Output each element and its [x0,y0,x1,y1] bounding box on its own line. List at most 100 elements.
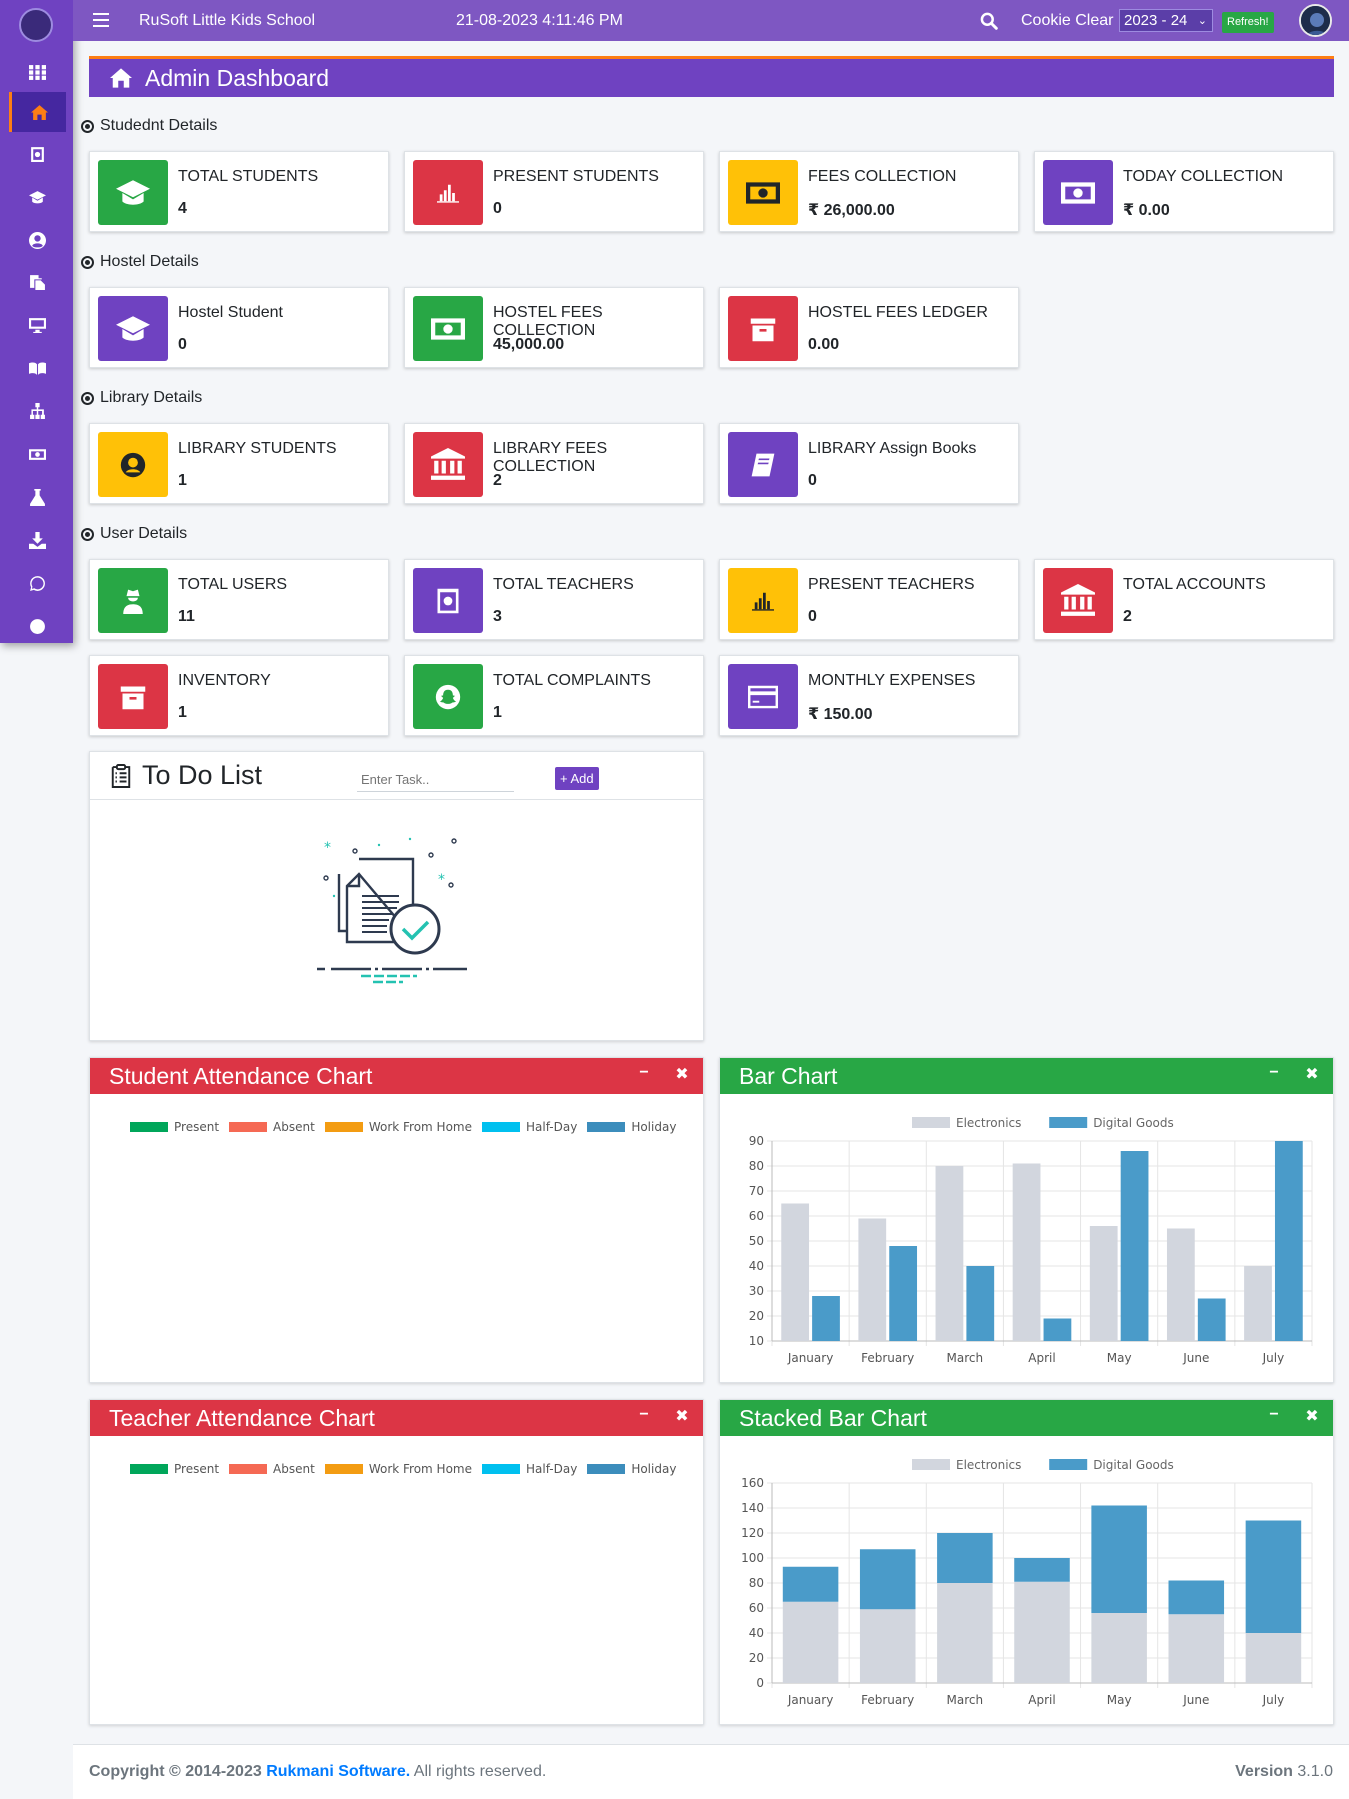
card-label: HOSTEL FEES COLLECTION [493,304,603,339]
card-total-students[interactable]: TOTAL STUDENTS 4 [89,151,389,232]
bar-chart-panel: Bar Chart − ✖ Electronics Digital Goods 10 2… [719,1057,1334,1383]
avatar[interactable] [1299,4,1332,37]
legend-item[interactable]: Holiday [587,1462,676,1476]
close-icon[interactable]: ✖ [675,1066,689,1083]
sidebar-item-dashboard[interactable] [9,52,66,92]
card-hostel-fees-ledger[interactable]: HOSTEL FEES LEDGER 0.00 [719,287,1019,368]
bar-electronics[interactable] [858,1218,887,1342]
add-task-button[interactable]: + Add [555,767,599,790]
card-monthly-expenses[interactable]: MONTHLY EXPENSES ₹ 150.00 [719,655,1019,736]
page-title: Admin Dashboard [145,64,330,91]
sidebar-item-fees[interactable] [9,434,66,474]
legend-label: Holiday [631,1462,677,1476]
dot-circle-icon [81,255,94,269]
card-hostel-fees-collection[interactable]: HOSTEL FEES COLLECTION 45,000.00 [404,287,704,368]
card-total-users[interactable]: TOTAL USERS 11 [89,559,389,640]
bar-digital-goods[interactable] [1120,1151,1149,1341]
menu-toggle-icon[interactable] [93,13,109,27]
version: Version 3.1.0 [1235,1763,1333,1781]
card-library-fees-collection[interactable]: LIBRARY FEES COLLECTION 2 [404,423,704,504]
sidebar-item-students[interactable] [9,177,66,217]
legend-item[interactable]: Work From Home [324,1462,472,1476]
card-hostel-student[interactable]: Hostel Student 0 [89,287,389,368]
card-total-complaints[interactable]: TOTAL COMPLAINTS 1 [404,655,704,736]
sidebar-item-documents[interactable] [9,262,66,302]
bar-electronics[interactable] [781,1203,810,1342]
bar-electronics[interactable] [1168,1614,1225,1683]
bar-electronics[interactable] [935,1166,964,1341]
bar-electronics[interactable] [1089,1226,1118,1341]
bar-digital-goods[interactable] [1091,1505,1147,1614]
bar-digital-goods[interactable] [782,1566,839,1602]
minimize-icon[interactable]: − [1269,1064,1279,1081]
card-present-students[interactable]: PRESENT STUDENTS 0 [404,151,704,232]
session-select[interactable]: 2023 - 24 ⌄ [1119,9,1213,32]
minimize-icon[interactable]: − [1269,1406,1279,1423]
panel-title: Teacher Attendance Chart [109,1404,375,1431]
legend-item[interactable]: Present [130,1462,219,1476]
bar-electronics[interactable] [1166,1228,1195,1342]
card-inventory[interactable]: INVENTORY 1 [89,655,389,736]
empty-tasks-illustration: * * [317,837,467,984]
bar-digital-goods[interactable] [1245,1520,1302,1634]
card-fees-collection[interactable]: FEES COLLECTION ₹ 26,000.00 [719,151,1019,232]
bar-digital-goods[interactable] [1014,1558,1070,1582]
school-logo[interactable] [19,8,53,42]
card-library-students[interactable]: LIBRARY STUDENTS 1 [89,423,389,504]
student-attendance-panel: Student Attendance Chart − ✖ Present Absen… [89,1057,704,1383]
legend-item[interactable]: Present [130,1120,219,1134]
card-total-accounts[interactable]: TOTAL ACCOUNTS 2 [1034,559,1334,640]
sidebar-item-online[interactable] [9,305,66,345]
bar-digital-goods[interactable] [937,1533,993,1583]
sidebar-item-users[interactable] [9,220,66,260]
panel-header: Stacked Bar Chart − ✖ [720,1400,1333,1436]
bar-digital-goods[interactable] [889,1246,918,1341]
cookie-clear-link[interactable]: Cookie Clear [1021,12,1114,29]
bar-electronics[interactable] [782,1601,839,1683]
bar-digital-goods[interactable] [1197,1298,1226,1342]
card-today-collection[interactable]: TODAY COLLECTION ₹ 0.00 [1034,151,1334,232]
sidebar-item-library[interactable] [9,348,66,388]
bar-electronics[interactable] [1245,1633,1302,1683]
sidebar-item-whatsapp[interactable] [9,563,66,603]
legend-item[interactable]: Work From Home [324,1120,472,1134]
bar-digital-goods[interactable] [859,1549,916,1610]
close-icon[interactable]: ✖ [675,1408,689,1425]
sidebar-item-structure[interactable] [9,391,66,431]
page-title-bar: Admin Dashboard [89,59,1334,97]
brand-link[interactable]: Rukmani Software. [266,1763,411,1780]
search-icon[interactable] [980,12,998,30]
bar-electronics[interactable] [859,1609,916,1683]
sidebar-item-idcard[interactable] [9,134,66,174]
minimize-icon[interactable]: − [639,1406,649,1423]
card-library-assign-books[interactable]: LIBRARY Assign Books 0 [719,423,1019,504]
sidebar-item-lab[interactable] [9,477,66,517]
card-present-teachers[interactable]: PRESENT TEACHERS 0 [719,559,1019,640]
sidebar-item-profile[interactable] [9,606,66,646]
sidebar-item-home[interactable] [9,92,66,132]
legend-item[interactable]: Holiday [587,1120,676,1134]
close-icon[interactable]: ✖ [1305,1066,1319,1083]
bar-electronics[interactable] [1091,1613,1147,1683]
bar-electronics[interactable] [1244,1266,1272,1341]
legend-item[interactable]: Half-Day [482,1462,577,1476]
bar-digital-goods[interactable] [1274,1141,1303,1341]
legend-item[interactable]: Absent [229,1120,315,1134]
card-total-teachers[interactable]: TOTAL TEACHERS 3 [404,559,704,640]
bar-digital-goods[interactable] [1043,1318,1072,1342]
bar-digital-goods[interactable] [966,1266,995,1341]
minimize-icon[interactable]: − [639,1064,649,1081]
sidebar-item-downloads[interactable] [9,520,66,560]
legend-item[interactable]: Absent [229,1462,315,1476]
legend-swatch [130,1464,168,1474]
dot-circle-icon [81,391,94,405]
bar-digital-goods[interactable] [812,1296,840,1341]
legend-item[interactable]: Half-Day [482,1120,577,1134]
bar-electronics[interactable] [1014,1581,1070,1683]
bar-electronics[interactable] [1012,1163,1041,1342]
refresh-button[interactable]: Refresh! [1222,12,1274,33]
task-input[interactable] [357,768,514,792]
bar-electronics[interactable] [937,1583,993,1683]
bar-digital-goods[interactable] [1168,1580,1225,1615]
close-icon[interactable]: ✖ [1305,1408,1319,1425]
